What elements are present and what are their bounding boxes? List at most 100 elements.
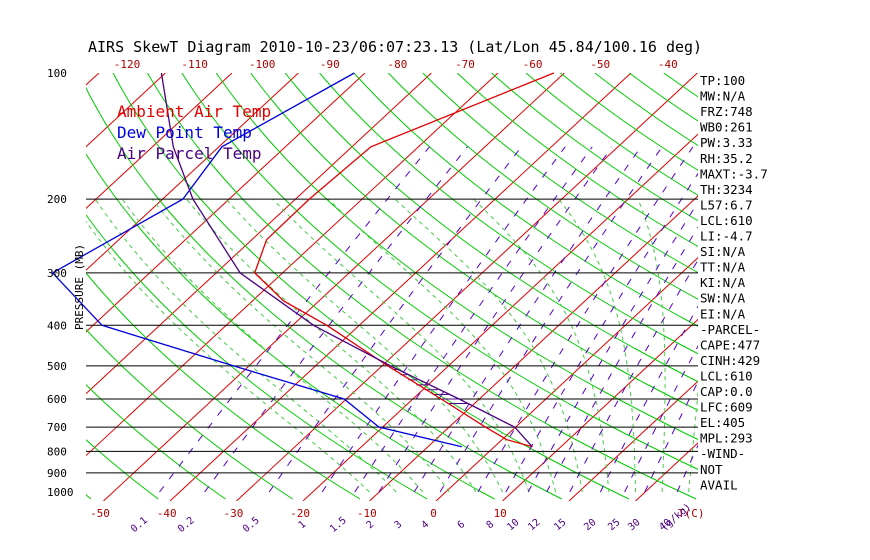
- mixing-ratio-line: [159, 146, 430, 493]
- isotherm-line: [103, 73, 565, 501]
- dry-adiabat-line: [112, 73, 630, 500]
- mixing-ratio-line: [413, 146, 642, 493]
- isotherm-line: [169, 73, 632, 501]
- legend-entry: Dew Point Temp: [117, 123, 252, 142]
- mixing-ratio-tick-label: 3: [393, 519, 405, 531]
- isotherm-line: [86, 73, 366, 333]
- isotherm-line: [236, 73, 698, 501]
- dry-adiabat-line: [560, 73, 698, 171]
- dry-adiabat-line: [525, 73, 698, 196]
- index-item: SI:N/A: [700, 244, 746, 259]
- index-item: -PARCEL-: [700, 322, 760, 337]
- pressure-tick-label: 100: [47, 67, 67, 80]
- pressure-tick-label: 600: [47, 393, 67, 406]
- dry-adiabat-line: [353, 73, 698, 327]
- index-item: CAPE:477: [700, 337, 760, 352]
- pressure-tick-label: 1000: [47, 486, 74, 499]
- dry-adiabat-line: [319, 73, 698, 355]
- pressure-tick-label: 800: [47, 445, 67, 458]
- index-item: MPL:293: [700, 431, 753, 446]
- bottom-temp-ticks: -50 -40 -30 -20 -10 0 10 T(C): [90, 507, 704, 520]
- index-item: TT:N/A: [700, 260, 746, 275]
- index-item: LI:-4.7: [700, 229, 753, 244]
- mixing-ratio-tick-label: 2: [365, 519, 377, 531]
- moist-adiabat-line: [558, 198, 636, 492]
- bottom-temp-tick-label: -50: [90, 507, 110, 520]
- index-item: -WIND-: [700, 446, 745, 461]
- index-item: L57:6.7: [700, 197, 753, 212]
- bottom-temp-tick-label: -40: [157, 507, 177, 520]
- dry-adiabat-line: [388, 73, 698, 300]
- index-item: LFC:609: [700, 400, 753, 415]
- mixing-ratio-line: [505, 172, 698, 493]
- index-item: EL:405: [700, 415, 745, 430]
- top-temp-tick-label: -80: [387, 58, 407, 71]
- isotherm-line: [86, 73, 499, 457]
- index-item: SW:N/A: [700, 291, 746, 306]
- stability-indices: TP:100MW:N/AFRZ:748WB0:261PW:3.33RH:35.2…: [700, 73, 768, 492]
- pressure-tick-label: 300: [47, 267, 67, 280]
- dry-adiabat-grid: [86, 73, 698, 500]
- mixing-ratio-line: [624, 345, 698, 493]
- bottom-temp-tick-label: 0: [430, 507, 437, 520]
- index-item: AVAIL: [700, 477, 738, 492]
- legend-entry: Air Parcel Temp: [117, 144, 262, 163]
- top-temp-tick-label: -100: [249, 58, 276, 71]
- index-item: MW:N/A: [700, 89, 746, 104]
- index-item: NOT: [700, 462, 723, 477]
- dry-adiabat-line: [422, 73, 698, 274]
- legend: Ambient Air Temp Dew Point Temp Air Parcel…: [117, 102, 271, 163]
- moist-adiabat-line: [688, 386, 698, 493]
- index-item: CINH:429: [700, 353, 760, 368]
- mixing-ratio-line: [378, 146, 613, 493]
- dry-adiabat-line: [250, 73, 698, 411]
- index-item: KI:N/A: [700, 275, 746, 290]
- isotherm-line: [86, 73, 233, 210]
- chart-title: AIRS SkewT Diagram 2010-10-23/06:07:23.1…: [88, 38, 702, 56]
- mixing-ratio-tick-label: 8: [485, 519, 497, 531]
- top-temp-ticks: -120 -110 -100 -90 -80 -70 -60 -50 -40: [114, 58, 678, 71]
- isotherm-line: [86, 73, 432, 395]
- mixing-ratio-line: [527, 201, 698, 493]
- index-item: LCL:610: [700, 213, 753, 228]
- series-line-air-parcel-temp: [160, 72, 533, 448]
- mixing-ratio-line: [439, 146, 663, 493]
- moist-adiabat-line: [328, 198, 557, 493]
- index-item: LCL:610: [700, 368, 753, 383]
- top-temp-tick-label: -50: [590, 58, 610, 71]
- dry-adiabat-line: [594, 73, 698, 147]
- dry-adiabat-line: [284, 73, 698, 383]
- top-temp-tick-label: -90: [320, 58, 340, 71]
- isotherm-line: [86, 73, 166, 148]
- isobar-lines: [86, 198, 698, 474]
- series-line-ambient-air-temp: [253, 72, 555, 448]
- index-item: FRZ:748: [700, 104, 753, 119]
- index-item: EI:N/A: [700, 306, 746, 321]
- mixing-ratio-tick-label: 4: [420, 519, 432, 531]
- series-line-dew-point-temp: [51, 72, 462, 448]
- index-item: WB0:261: [700, 120, 753, 135]
- mixing-ratio-grid: [159, 146, 698, 493]
- bottom-temp-tick-label: 10: [494, 507, 507, 520]
- mixing-ratio-line: [546, 226, 698, 493]
- mixing-ratio-tick-label: 6: [456, 519, 468, 531]
- pressure-tick-label: 200: [47, 193, 67, 206]
- isotherm-line: [302, 133, 698, 501]
- legend-entry: Ambient Air Temp: [117, 102, 271, 121]
- profile-series: [51, 72, 555, 448]
- dry-adiabat-line: [86, 153, 495, 500]
- index-item: TH:3234: [700, 182, 753, 197]
- dry-adiabat-line: [147, 73, 697, 500]
- mixing-ratio-line: [477, 146, 694, 493]
- index-item: PW:3.33: [700, 135, 753, 150]
- pressure-tick-label: 900: [47, 467, 67, 480]
- isotherm-line: [435, 257, 698, 501]
- dry-adiabat-line: [181, 73, 698, 470]
- bottom-temp-unit: T(C): [678, 507, 705, 520]
- top-temp-tick-label: -110: [181, 58, 208, 71]
- mixing-ratio-line: [569, 259, 698, 493]
- index-item: RH:35.2: [700, 151, 753, 166]
- moist-adiabat-line: [121, 198, 424, 493]
- moist-adiabat-line: [637, 198, 666, 493]
